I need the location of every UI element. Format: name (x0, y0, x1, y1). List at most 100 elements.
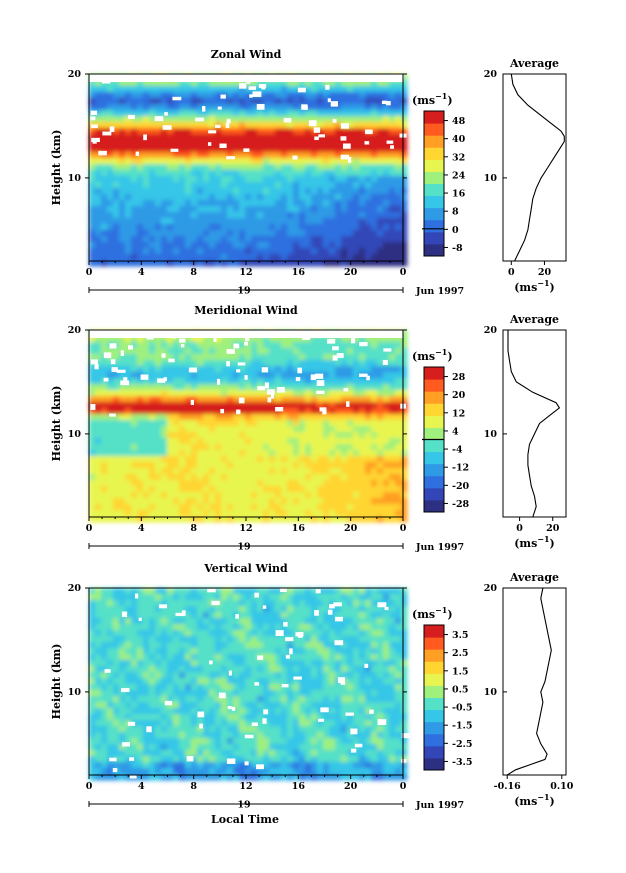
heatmap-cell (335, 498, 342, 505)
heatmap-cell (143, 260, 150, 267)
heatmap-cell (119, 206, 126, 213)
profile-x-label: (ms−1) (514, 534, 555, 550)
heatmap-cell (365, 348, 372, 355)
heatmap-cell (293, 158, 300, 165)
heatmap-cell (365, 720, 372, 727)
heatmap-cell (155, 188, 162, 195)
heatmap-cell (161, 696, 168, 703)
heatmap-cell (293, 468, 300, 475)
heatmap-cell (257, 378, 264, 385)
heatmap-cell (173, 348, 180, 355)
heatmap-cell (329, 116, 336, 123)
heatmap-cell (359, 152, 366, 159)
heatmap-cell (347, 498, 354, 505)
heatmap-cell (245, 462, 252, 469)
heatmap-cell (305, 134, 312, 141)
heatmap-cell (365, 378, 372, 385)
heatmap-cell (377, 146, 384, 153)
heatmap-cell (401, 260, 408, 267)
heatmap-cell (389, 128, 396, 135)
heatmap-cell (371, 660, 378, 667)
heatmap-cell (215, 348, 222, 355)
heatmap-cell (119, 188, 126, 195)
heatmap-cell (173, 384, 180, 391)
heatmap-cell (293, 242, 300, 249)
heatmap-cell (137, 456, 144, 463)
heatmap-cell (251, 696, 258, 703)
heatmap-cell (239, 86, 246, 93)
heatmap-cell (371, 122, 378, 129)
heatmap-cell (155, 714, 162, 721)
heatmap-cell (389, 360, 396, 367)
heatmap-cell (317, 254, 324, 261)
heatmap-cell (155, 474, 162, 481)
heatmap-cell (245, 600, 252, 607)
heatmap-cell (389, 666, 396, 673)
heatmap-cell (281, 170, 288, 177)
heatmap-cell (281, 194, 288, 201)
heatmap-cell (191, 492, 198, 499)
heatmap-cell (221, 116, 228, 123)
heatmap-cell (389, 498, 396, 505)
heatmap-cell (137, 378, 144, 385)
heatmap-cell (395, 690, 402, 697)
heatmap-cell (233, 432, 240, 439)
heatmap-cell (155, 600, 162, 607)
heatmap-cell (149, 492, 156, 499)
heatmap-cell (323, 648, 330, 655)
heatmap-cell (101, 236, 108, 243)
heatmap-cell (185, 188, 192, 195)
heatmap-cell (323, 666, 330, 673)
heatmap-cell (341, 684, 348, 691)
heatmap-cell (179, 230, 186, 237)
heatmap-cell (221, 182, 228, 189)
heatmap-cell (275, 396, 282, 403)
heatmap-cell (365, 260, 372, 267)
heatmap-cell (305, 104, 312, 111)
heatmap-cell (209, 606, 216, 613)
heatmap-cell (347, 254, 354, 261)
heatmap-cell (239, 672, 246, 679)
heatmap-cell (149, 426, 156, 433)
heatmap-cell (365, 426, 372, 433)
heatmap-cell (299, 672, 306, 679)
heatmap-cell (239, 486, 246, 493)
heatmap-cell (353, 474, 360, 481)
heatmap-cell (311, 600, 318, 607)
heatmap-cell (257, 158, 264, 165)
heatmap-cell (293, 390, 300, 397)
heatmap-cell (155, 342, 162, 349)
heatmap-cell (221, 188, 228, 195)
heatmap-cell (197, 354, 204, 361)
heatmap-cell (125, 366, 132, 373)
heatmap-cell (125, 188, 132, 195)
heatmap-cell (209, 80, 216, 87)
heatmap-cell (101, 486, 108, 493)
heatmap-cell (311, 218, 318, 225)
heatmap-cell (257, 170, 264, 177)
heatmap-cell (179, 504, 186, 511)
heatmap-cell (233, 200, 240, 207)
heatmap-cell (269, 510, 276, 517)
heatmap-cell (269, 636, 276, 643)
heatmap-cell (143, 600, 150, 607)
heatmap-cell (113, 194, 120, 201)
heatmap-cell (221, 390, 228, 397)
heatmap-cell (281, 432, 288, 439)
heatmap-cell (275, 714, 282, 721)
heatmap-cell (389, 122, 396, 129)
heatmap-cell (125, 212, 132, 219)
heatmap-cell (203, 600, 210, 607)
colorbar-swatch (424, 475, 444, 489)
heatmap-cell (113, 498, 120, 505)
heatmap-cell (275, 170, 282, 177)
heatmap-cell (155, 164, 162, 171)
heatmap-cell (233, 726, 240, 733)
heatmap-cell (269, 504, 276, 511)
heatmap-cell (305, 182, 312, 189)
heatmap-cell (263, 396, 270, 403)
heatmap-cell (143, 152, 150, 159)
heatmap-cell (335, 426, 342, 433)
heatmap-cell (239, 158, 246, 165)
